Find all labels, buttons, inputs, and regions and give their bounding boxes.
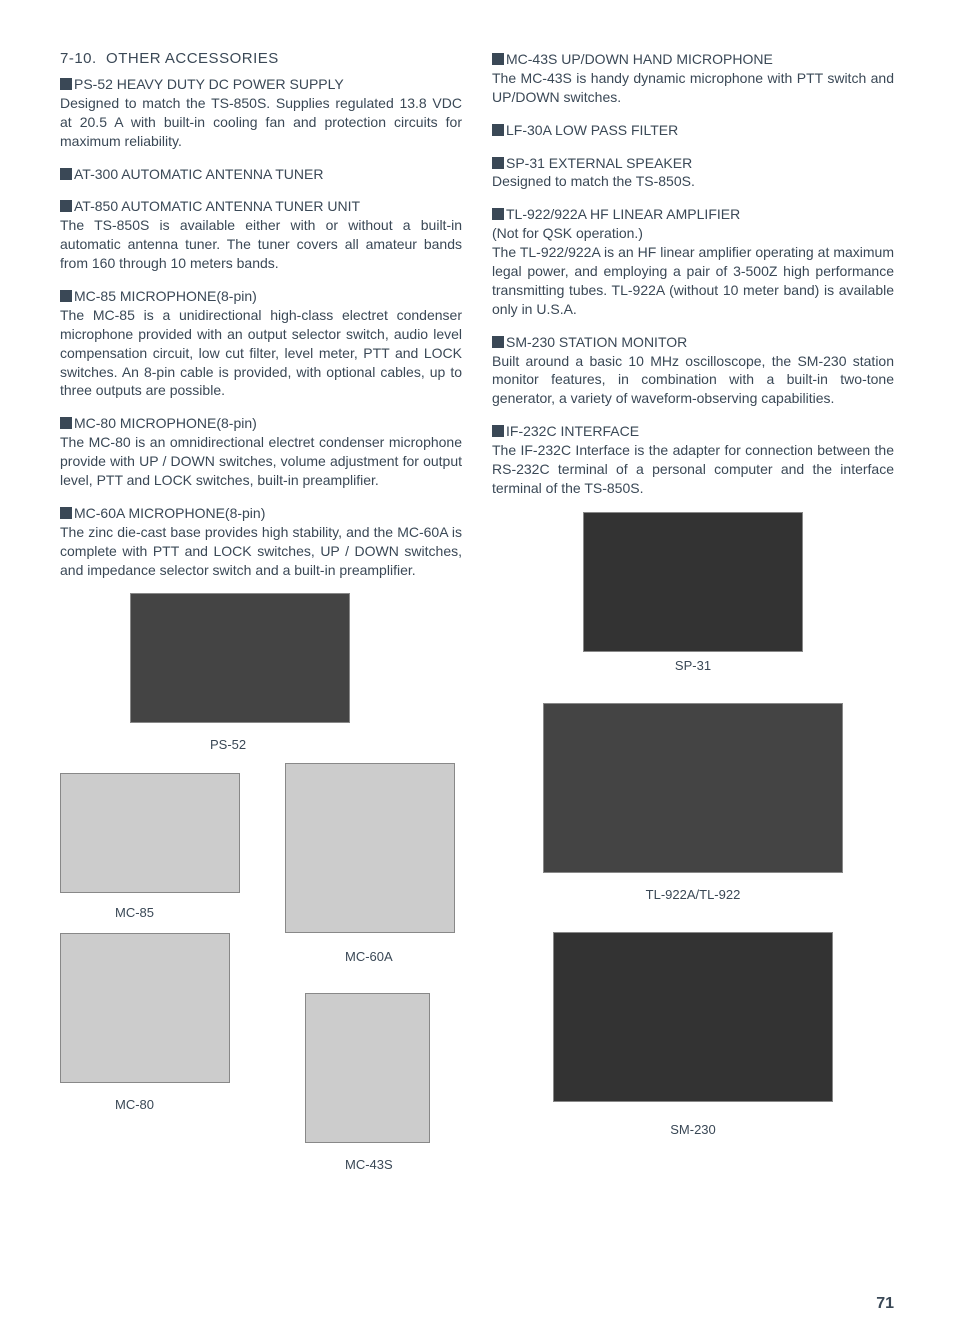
tl922-image (543, 703, 843, 873)
item-if232c: IF-232C INTERFACE The IF-232C Interface … (492, 422, 894, 498)
item-body: The MC-43S is handy dynamic microphone w… (492, 69, 894, 107)
ps52-caption: PS-52 (210, 737, 246, 752)
item-body: Designed to match the TS-850S. (492, 172, 894, 191)
mc85-caption: MC-85 (115, 905, 154, 920)
bullet-icon (60, 507, 72, 519)
bullet-icon (60, 200, 72, 212)
item-body: The IF-232C Interface is the adapter for… (492, 441, 894, 498)
bullet-icon (492, 53, 504, 65)
right-column: MC-43S UP/DOWN HAND MICROPHONE The MC-43… (492, 50, 894, 1213)
item-at300: AT-300 AUTOMATIC ANTENNA TUNER (60, 165, 462, 184)
item-sp31: SP-31 EXTERNAL SPEAKER Designed to match… (492, 154, 894, 192)
bullet-icon (60, 78, 72, 90)
item-title: PS-52 HEAVY DUTY DC POWER SUPPLY (74, 75, 344, 94)
mc85-image (60, 773, 240, 893)
mc60a-caption: MC-60A (345, 949, 393, 964)
item-body: The MC-80 is an omnidirectional electret… (60, 433, 462, 490)
right-images-cluster: SP-31 TL-922A/TL-922 SM-230 (492, 512, 894, 1137)
item-body: The TL-922/922A is an HF linear amplifie… (492, 243, 894, 319)
item-title: AT-850 AUTOMATIC ANTENNA TUNER UNIT (74, 197, 360, 216)
bullet-icon (492, 124, 504, 136)
item-lf30a: LF-30A LOW PASS FILTER (492, 121, 894, 140)
left-column: 7-10. OTHER ACCESSORIES PS-52 HEAVY DUTY… (60, 50, 462, 1213)
mc80-caption: MC-80 (115, 1097, 154, 1112)
sp31-image (583, 512, 803, 652)
bullet-icon (492, 425, 504, 437)
page-number: 71 (876, 1295, 894, 1313)
mc80-image (60, 933, 230, 1083)
item-body: The TS-850S is available either with or … (60, 216, 462, 273)
mc43s-caption: MC-43S (345, 1157, 393, 1172)
item-title: MC-60A MICROPHONE(8-pin) (74, 504, 265, 523)
item-ps52: PS-52 HEAVY DUTY DC POWER SUPPLY Designe… (60, 75, 462, 151)
bullet-icon (492, 208, 504, 220)
item-title: IF-232C INTERFACE (506, 422, 639, 441)
item-sm230: SM-230 STATION MONITOR Built around a ba… (492, 333, 894, 409)
item-title: MC-43S UP/DOWN HAND MICROPHONE (506, 50, 773, 69)
sm230-caption: SM-230 (670, 1122, 716, 1137)
sp31-caption: SP-31 (675, 658, 711, 673)
item-mc43s: MC-43S UP/DOWN HAND MICROPHONE The MC-43… (492, 50, 894, 107)
sm230-image (553, 932, 833, 1102)
tl922-caption: TL-922A/TL-922 (646, 887, 741, 902)
item-body: Designed to match the TS-850S. Supplies … (60, 94, 462, 151)
item-title: TL-922/922A HF LINEAR AMPLIFIER (506, 205, 740, 224)
item-title: MC-85 MICROPHONE(8-pin) (74, 287, 257, 306)
item-body: The MC-85 is a unidirectional high-class… (60, 306, 462, 400)
item-body: Built around a basic 10 MHz oscilloscope… (492, 352, 894, 409)
item-subtitle: (Not for QSK operation.) (492, 224, 894, 243)
item-title: LF-30A LOW PASS FILTER (506, 121, 678, 140)
ps52-image (130, 593, 350, 723)
item-body: The zinc die-cast base provides high sta… (60, 523, 462, 580)
item-mc60a: MC-60A MICROPHONE(8-pin) The zinc die-ca… (60, 504, 462, 580)
mc43s-image (305, 993, 430, 1143)
bullet-icon (492, 336, 504, 348)
section-title-text: OTHER ACCESSORIES (106, 50, 279, 67)
item-mc80: MC-80 MICROPHONE(8-pin) The MC-80 is an … (60, 414, 462, 490)
item-title: MC-80 MICROPHONE(8-pin) (74, 414, 257, 433)
item-mc85: MC-85 MICROPHONE(8-pin) The MC-85 is a u… (60, 287, 462, 400)
bullet-icon (60, 290, 72, 302)
section-heading: 7-10. OTHER ACCESSORIES (60, 50, 462, 67)
item-title: SP-31 EXTERNAL SPEAKER (506, 154, 692, 173)
bullet-icon (492, 157, 504, 169)
section-number: 7-10. (60, 50, 97, 67)
bullet-icon (60, 417, 72, 429)
item-tl922: TL-922/922A HF LINEAR AMPLIFIER (Not for… (492, 205, 894, 318)
left-images-cluster: PS-52 MC-85 MC-60A MC-80 MC-43S (60, 593, 462, 1213)
bullet-icon (60, 168, 72, 180)
item-title: AT-300 AUTOMATIC ANTENNA TUNER (74, 165, 323, 184)
item-at850: AT-850 AUTOMATIC ANTENNA TUNER UNIT The … (60, 197, 462, 273)
mc60a-image (285, 763, 455, 933)
item-title: SM-230 STATION MONITOR (506, 333, 687, 352)
